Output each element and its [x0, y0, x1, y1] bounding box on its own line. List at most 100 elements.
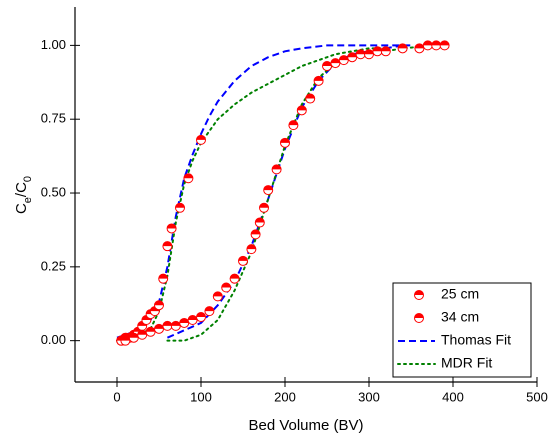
marker [175, 202, 185, 213]
marker [280, 137, 290, 148]
x-tick-label: 500 [526, 389, 548, 404]
marker-top [330, 58, 340, 64]
marker-top [272, 164, 282, 170]
marker-top [204, 306, 214, 312]
marker [380, 46, 391, 57]
marker-top [414, 290, 424, 295]
y-tick-label: 0.00 [41, 332, 66, 347]
marker-top [263, 185, 273, 191]
marker-top [162, 241, 172, 247]
marker-top [183, 173, 193, 179]
marker-top [246, 244, 256, 250]
marker-top [431, 40, 441, 46]
marker-top [297, 105, 307, 111]
marker [145, 326, 156, 337]
marker-top [280, 138, 290, 143]
y-tick-label: 1.00 [41, 37, 66, 52]
marker-top [339, 55, 349, 61]
marker-top [213, 291, 223, 297]
marker-top [238, 256, 248, 261]
marker-top [440, 40, 450, 46]
marker [347, 52, 358, 63]
y-label-part: /C [13, 182, 30, 197]
y-axis-label: Ce/C0 [13, 176, 34, 214]
marker [170, 320, 181, 331]
marker [271, 164, 282, 175]
marker-top [188, 315, 198, 320]
marker [120, 335, 131, 346]
marker [179, 317, 190, 328]
marker [372, 46, 383, 57]
marker-top [179, 318, 189, 323]
marker [166, 223, 177, 234]
fit-line [116, 44, 438, 342]
marker-top [154, 324, 164, 329]
marker-top [288, 120, 298, 126]
marker-top [154, 300, 164, 306]
marker-top [414, 313, 424, 318]
marker-top [347, 52, 357, 58]
marker-top [356, 49, 366, 55]
x-tick-label: 200 [274, 389, 296, 404]
marker [204, 306, 215, 317]
x-tick-label: 0 [113, 389, 120, 404]
marker-top [398, 43, 408, 49]
marker-top [381, 46, 391, 52]
legend-label: 25 cm [441, 286, 479, 302]
marker-top [129, 333, 139, 338]
x-tick-label: 100 [190, 389, 212, 404]
marker [212, 291, 223, 302]
marker-top [167, 223, 177, 229]
marker-top [230, 274, 240, 279]
marker [221, 282, 232, 293]
marker-top [120, 336, 130, 341]
y-label-part: C [13, 203, 30, 214]
marker [338, 55, 349, 66]
legend-label: MDR Fit [441, 355, 492, 371]
marker-top [196, 312, 206, 318]
x-tick-label: 300 [358, 389, 380, 404]
legend-label: 34 cm [441, 309, 479, 325]
marker-top [305, 94, 315, 99]
marker [196, 134, 206, 145]
marker-top [423, 40, 433, 46]
marker [229, 273, 240, 284]
marker [355, 49, 366, 60]
marker [288, 120, 299, 131]
marker-top [196, 135, 206, 140]
marker [238, 255, 248, 266]
marker-top [314, 76, 324, 81]
marker [154, 323, 164, 334]
marker [196, 312, 206, 323]
legend-label: Thomas Fit [441, 332, 511, 348]
marker [296, 105, 307, 116]
marker-top [221, 283, 231, 288]
marker [259, 202, 269, 213]
marker [414, 313, 424, 323]
marker-top [162, 321, 172, 326]
marker [313, 75, 324, 86]
marker-top [137, 330, 147, 335]
marker [162, 320, 173, 331]
marker [414, 43, 425, 54]
marker-top [259, 203, 269, 208]
marker [422, 40, 433, 51]
y-label-part: 0 [22, 176, 34, 182]
marker [187, 314, 198, 325]
marker [137, 329, 148, 340]
marker [162, 241, 173, 252]
marker [397, 43, 408, 54]
marker-top [364, 49, 374, 55]
marker-top [414, 43, 424, 49]
y-tick-label: 0.50 [41, 184, 66, 199]
marker [414, 290, 424, 300]
x-axis-label: Bed Volume (BV) [248, 417, 363, 434]
marker [305, 93, 316, 104]
marker [154, 300, 164, 311]
marker-top [175, 203, 185, 208]
marker-top [251, 229, 261, 235]
y-label-part: e [22, 197, 34, 203]
marker [439, 40, 450, 51]
marker [263, 185, 274, 196]
